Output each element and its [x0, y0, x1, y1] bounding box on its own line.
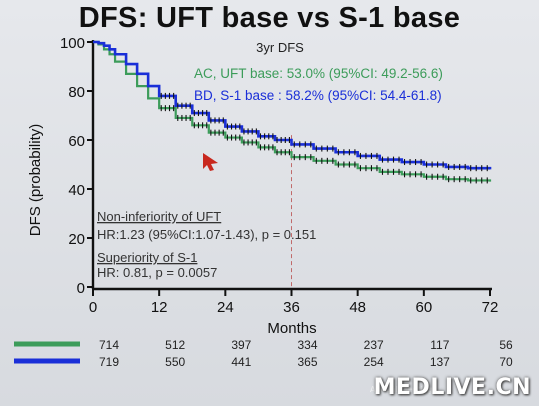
censor-marks — [160, 92, 488, 172]
x-axis-label: Months — [267, 320, 316, 337]
x-tick-label: 24 — [217, 299, 234, 316]
at-risk-green-value: 714 — [99, 338, 119, 352]
series-line — [93, 40, 492, 170]
x-tick-label: 48 — [349, 299, 366, 316]
legend-blue: BD, S-1 base : 58.2% (95%CI: 54.4-61.8) — [194, 88, 442, 103]
noninferiority-text: HR:1.23 (95%CI:1.07-1.43), p = 0.151 — [97, 227, 316, 242]
at-risk-green-value: 237 — [364, 338, 384, 352]
y-tick-label: 0 — [77, 280, 85, 297]
survival-curves — [93, 40, 492, 184]
noninferiority-title: Non-inferiority of UFT — [97, 209, 221, 224]
at-risk-blue-value: 365 — [297, 355, 317, 369]
at-risk-blue-value: 719 — [99, 355, 119, 369]
series-line — [93, 40, 492, 182]
x-tick-label: 12 — [151, 299, 168, 316]
x-ticks: 0 12 24 36 48 60 72 — [89, 289, 499, 316]
y-tick-label: 60 — [68, 133, 85, 150]
y-axis-label: DFS (probability) — [27, 124, 44, 237]
at-risk-blue-value: 254 — [364, 355, 384, 369]
legend-green: AC, UFT base: 53.0% (95%CI: 49.2-56.6) — [194, 66, 443, 81]
y-tick-label: 80 — [68, 84, 85, 101]
at-risk-green-value: 397 — [231, 338, 251, 352]
superiority-text: HR: 0.81, p = 0.0057 — [97, 265, 217, 280]
at-risk-green-value: 56 — [499, 338, 513, 352]
at-risk-blue-value: 70 — [499, 355, 513, 369]
at-risk-blue-value: 441 — [231, 355, 251, 369]
at-risk-table: 714 512 397 334 237 117 56 719 550 441 365 254 137 70 — [99, 338, 513, 369]
at-risk-blue-value: 137 — [430, 355, 450, 369]
at-risk-green-value: 334 — [297, 338, 317, 352]
y-ticks: 0 20 40 60 80 100 — [60, 35, 93, 297]
x-tick-label: 60 — [415, 299, 432, 316]
x-tick-label: 36 — [283, 299, 300, 316]
x-tick-label: 72 — [482, 299, 499, 316]
at-risk-blue-value: 550 — [165, 355, 185, 369]
superiority-title: Superiority of S-1 — [97, 250, 197, 265]
censor-marks — [160, 105, 488, 184]
x-tick-label: 0 — [89, 299, 97, 316]
watermark: MEDLIVE.CN — [373, 375, 531, 400]
y-tick-label: 100 — [60, 35, 85, 52]
y-tick-label: 40 — [68, 182, 85, 199]
chart-title: DFS: UFT base vs S-1 base — [78, 2, 461, 34]
at-risk-green-value: 117 — [430, 338, 449, 352]
watermark-sub: Annual Meeting — [370, 385, 433, 394]
y-tick-label: 20 — [68, 231, 85, 248]
at-risk-green-value: 512 — [165, 338, 185, 352]
pointer-icon — [203, 153, 218, 171]
annotation-header: 3yr DFS — [256, 40, 304, 55]
